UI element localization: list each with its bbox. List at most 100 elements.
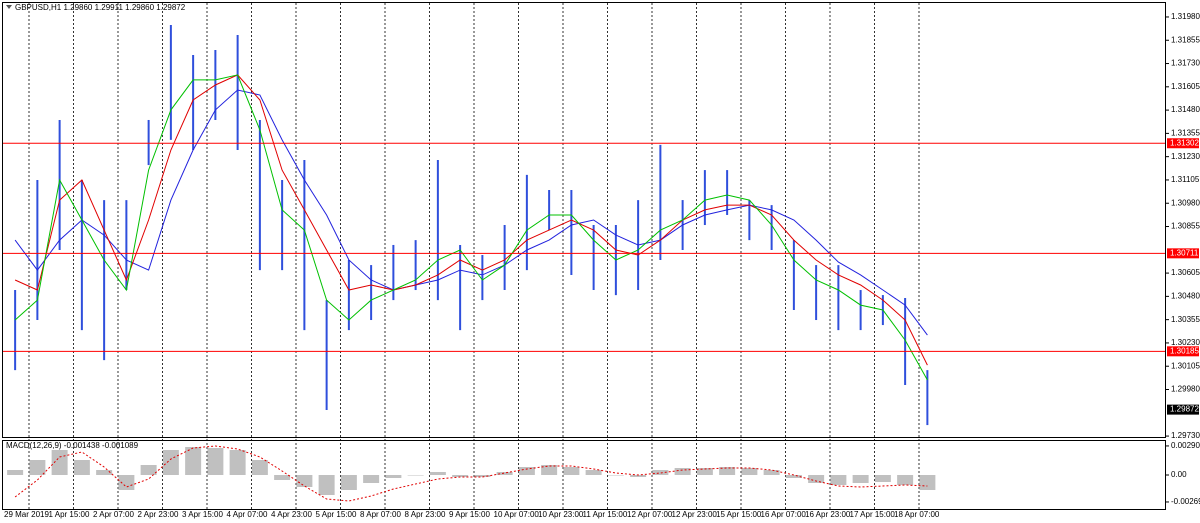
macd-bar	[474, 475, 491, 477]
y-tick-label: 0.002906	[1171, 441, 1200, 450]
last-price-box	[1167, 404, 1199, 415]
macd-bar	[741, 468, 758, 475]
macd-bar	[607, 475, 624, 476]
macd-bar	[496, 472, 513, 475]
y-tick-label: -0.002697	[1171, 497, 1200, 506]
macd-bar	[96, 470, 113, 475]
y-tick-label: 0.00	[1171, 470, 1187, 479]
y-tick-label: 1.31480	[1171, 105, 1200, 114]
y-tick-label: 1.31230	[1171, 152, 1200, 161]
panel-menu-icon[interactable]	[6, 5, 12, 9]
y-tick-label: 1.30605	[1171, 268, 1200, 277]
x-tick-label: 8 Apr 07:00	[360, 510, 401, 519]
macd-bar	[7, 470, 24, 475]
macd-bar	[363, 475, 380, 483]
x-tick-label: 10 Apr 23:00	[538, 510, 584, 519]
x-tick-label: 16 Apr 23:00	[805, 510, 851, 519]
x-tick-label: 4 Apr 23:00	[271, 510, 312, 519]
macd-bar	[830, 475, 847, 485]
macd-bar	[518, 467, 535, 475]
level-label: 1.30185	[1170, 346, 1199, 355]
x-tick-label: 17 Apr 15:00	[850, 510, 896, 519]
macd-bar	[162, 450, 179, 475]
x-tick-label: 16 Apr 07:00	[761, 510, 807, 519]
y-tick-label: 1.30480	[1171, 291, 1200, 300]
x-tick-label: 12 Apr 23:00	[672, 510, 718, 519]
y-tick-label: 1.31730	[1171, 59, 1200, 68]
level-label-box	[1167, 138, 1199, 149]
y-tick-label: 1.29730	[1171, 431, 1200, 440]
y-tick-label: 1.30855	[1171, 222, 1200, 231]
macd-bar	[29, 460, 46, 475]
moving-average	[14, 74, 928, 381]
level-label-box	[1167, 248, 1199, 259]
macd-bar	[274, 475, 291, 480]
macd-bar	[318, 475, 335, 495]
level-label: 1.31302	[1170, 138, 1199, 147]
y-tick-label: 1.31105	[1171, 175, 1200, 184]
macd-bar	[140, 465, 157, 475]
macd-bar	[585, 470, 602, 475]
macd-bar	[852, 475, 869, 483]
x-tick-label: 9 Apr 15:00	[449, 510, 490, 519]
macd-bar	[207, 448, 224, 475]
y-tick-label: 1.30105	[1171, 361, 1200, 370]
x-tick-label: 10 Apr 07:00	[494, 510, 540, 519]
x-tick-label: 29 Mar 2019	[4, 510, 49, 519]
moving-average	[14, 89, 928, 336]
macd-bar	[874, 475, 891, 482]
x-tick-label: 4 Apr 07:00	[227, 510, 268, 519]
macd-bar	[407, 475, 424, 476]
y-tick-label: 1.31355	[1171, 128, 1200, 137]
macd-bar	[630, 475, 647, 477]
macd-bar	[919, 475, 936, 490]
y-tick-label: 1.29980	[1171, 385, 1200, 394]
y-tick-label: 1.30230	[1171, 338, 1200, 347]
macd-bar	[229, 450, 246, 475]
indicator-title: MACD(12,26,9) -0.001438 -0.001089	[6, 441, 139, 450]
macd-bar	[429, 472, 446, 475]
y-tick-label: 1.31980	[1171, 12, 1200, 21]
macd-bar	[73, 460, 90, 475]
x-tick-label: 1 Apr 15:00	[49, 510, 90, 519]
chart-title: GBPUSD,H1 1.29860 1.29911 1.29860 1.2987…	[15, 3, 186, 12]
macd-bar	[296, 475, 313, 487]
macd-bar	[897, 475, 914, 485]
macd-bar	[719, 467, 736, 475]
macd-bar	[696, 468, 713, 475]
y-tick-label: 1.30980	[1171, 198, 1200, 207]
macd-bar	[185, 447, 202, 475]
macd-bar	[251, 460, 268, 475]
macd-bar	[808, 475, 825, 483]
macd-bar	[385, 475, 402, 478]
x-tick-label: 8 Apr 23:00	[405, 510, 446, 519]
y-tick-label: 1.31855	[1171, 35, 1200, 44]
macd-bar	[785, 475, 802, 478]
macd-bar	[452, 475, 469, 477]
x-tick-label: 15 Apr 15:00	[716, 510, 762, 519]
x-tick-label: 2 Apr 07:00	[93, 510, 134, 519]
x-tick-label: 2 Apr 23:00	[138, 510, 179, 519]
macd-bar	[340, 475, 357, 490]
macd-bar	[118, 475, 135, 490]
y-tick-label: 1.31605	[1171, 82, 1200, 91]
macd-bar	[674, 468, 691, 475]
x-tick-label: 18 Apr 07:00	[894, 510, 940, 519]
macd-bar	[541, 465, 558, 475]
level-label-box	[1167, 346, 1199, 357]
x-tick-label: 11 Apr 15:00	[583, 510, 628, 519]
x-tick-label: 3 Apr 15:00	[182, 510, 223, 519]
macd-bar	[652, 470, 669, 475]
signal-line	[14, 445, 928, 502]
x-tick-label: 12 Apr 07:00	[627, 510, 673, 519]
x-tick-label: 5 Apr 15:00	[316, 510, 357, 519]
macd-bar	[563, 467, 580, 475]
level-label: 1.30711	[1170, 248, 1199, 257]
last-price-label: 1.29872	[1170, 405, 1199, 414]
price-panel	[2, 2, 1166, 438]
macd-bar	[763, 470, 780, 475]
y-tick-label: 1.30355	[1171, 315, 1200, 324]
